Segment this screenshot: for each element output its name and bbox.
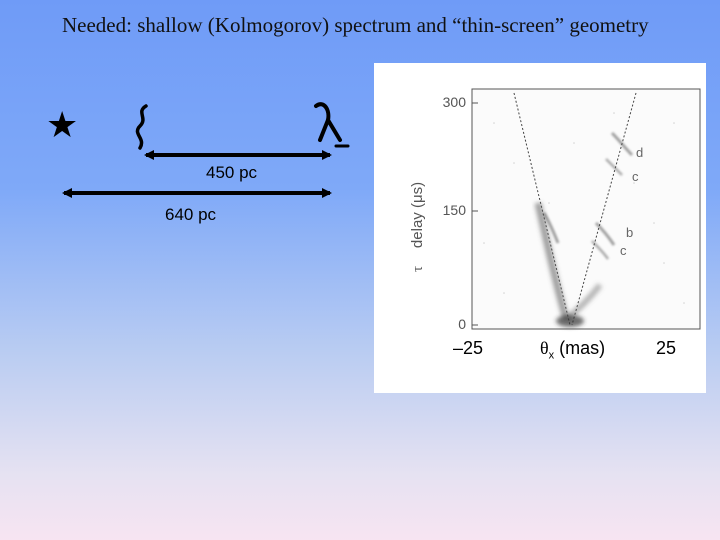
x-axis-unit: (mas) (554, 338, 606, 358)
y-tick-300: 300 (443, 94, 467, 110)
y-axis-label: delay (μs) (409, 182, 426, 248)
arc-label-b: b (626, 225, 633, 240)
scattering-screen-icon (135, 104, 148, 150)
star-icon: ★ (46, 105, 79, 146)
distance-label-640: 640 pc (165, 205, 217, 224)
x-axis-theta: θ (540, 338, 549, 358)
secondary-spectrum-figure: 300 150 0 delay (μs) τ d c b c (374, 63, 706, 393)
arc-label-d: d (636, 145, 643, 160)
y-tick-0: 0 (458, 316, 466, 332)
plot-frame (471, 88, 701, 330)
observer-icon (314, 102, 350, 148)
parabola-guide-right (571, 92, 637, 326)
x-axis-sub: x (548, 349, 555, 362)
arc-label-c-upper: c (632, 169, 639, 184)
x-tick-right: 25 (656, 338, 677, 358)
y-axis-prefix: τ (410, 266, 426, 272)
arc-label-c-lower: c (620, 243, 627, 258)
main-arc (534, 202, 603, 327)
slide-title: Needed: shallow (Kolmogorov) spectrum an… (62, 13, 649, 37)
y-tick-150: 150 (443, 202, 467, 218)
x-axis-label: θx (mas) (540, 338, 605, 362)
x-tick-left: –25 (453, 338, 484, 358)
arclets (542, 131, 634, 260)
distance-label-450: 450 pc (206, 163, 258, 182)
